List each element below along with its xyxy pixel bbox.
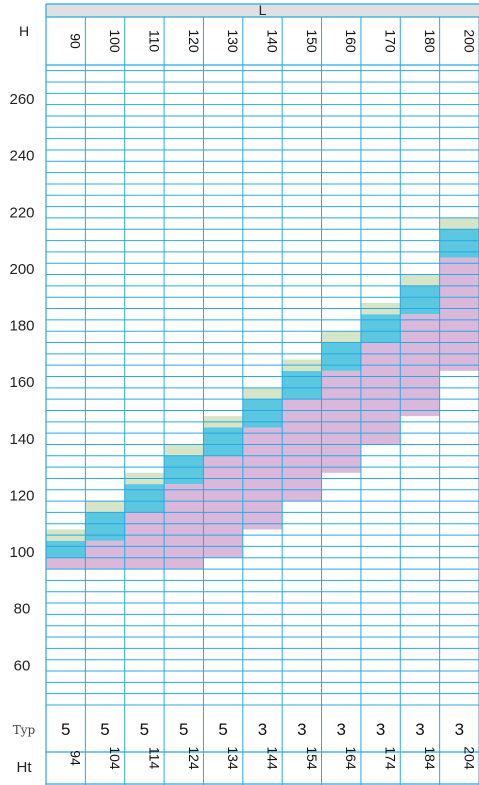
ht-value: 124 [186, 746, 202, 770]
top-header-band [46, 4, 479, 17]
column-label: 200 [461, 29, 477, 53]
band-cyan-120 [164, 455, 204, 485]
band-pink-130 [203, 455, 243, 558]
typ-value: 3 [258, 720, 267, 739]
ht-value: 154 [304, 746, 320, 770]
typ-row-label: Typ [13, 723, 36, 737]
band-cap-100 [85, 501, 125, 513]
column-label: 130 [225, 29, 241, 53]
top-label-l: L [259, 2, 267, 18]
typ-value: 3 [455, 720, 464, 739]
band-cyan-100 [85, 512, 125, 541]
y-tick-label: 220 [9, 204, 34, 221]
ht-value: 164 [343, 746, 359, 770]
band-cyan-180 [400, 285, 440, 315]
y-tick-label: 140 [9, 431, 34, 448]
column-label: 150 [304, 29, 320, 53]
y-tick-label: 120 [9, 487, 34, 504]
band-cyan-130 [203, 427, 243, 456]
typ-value: 5 [100, 720, 109, 739]
ht-value: 104 [107, 746, 123, 770]
band-cap-120 [164, 444, 204, 456]
band-pink-150 [282, 399, 322, 502]
column-label: 170 [383, 29, 399, 53]
ht-value: 184 [422, 746, 438, 770]
typ-value: 3 [376, 720, 385, 739]
y-tick-label: 160 [9, 374, 34, 391]
y-tick-label: 180 [9, 318, 34, 335]
typ-value: 3 [297, 720, 306, 739]
y-tick-label: 80 [14, 601, 31, 618]
column-label: 90 [68, 33, 84, 49]
band-pink-120 [164, 484, 204, 570]
y-tick-label: 240 [9, 148, 34, 165]
ht-value: 204 [461, 746, 477, 770]
band-pink-110 [124, 512, 165, 570]
ht-row-label: Ht [17, 759, 33, 776]
ht-value: 114 [146, 747, 162, 770]
band-cyan-90 [46, 540, 86, 558]
band-cyan-160 [321, 342, 361, 371]
y-tick-label: 260 [9, 91, 34, 108]
ht-value: 134 [225, 746, 241, 770]
band-cyan-140 [242, 399, 283, 428]
band-cyan-150 [282, 370, 322, 400]
band-pink-90 [46, 557, 86, 570]
ht-value: 174 [383, 746, 399, 770]
column-label: 160 [343, 29, 359, 53]
band-cyan-170 [360, 314, 401, 343]
typ-value: 5 [140, 720, 149, 739]
corner-label-h: H [19, 23, 29, 39]
column-label: 100 [107, 29, 123, 53]
band-pink-100 [85, 540, 125, 570]
band-pink-200 [439, 257, 479, 371]
column-label: 110 [146, 30, 162, 53]
y-tick-label: 100 [9, 544, 34, 561]
band-cap-140 [242, 387, 283, 400]
column-label: 120 [186, 29, 202, 53]
ht-value: 94 [68, 750, 84, 766]
band-pink-170 [360, 342, 401, 445]
typ-value: 5 [61, 720, 70, 739]
typ-value: 5 [179, 720, 188, 739]
y-tick-label: 200 [9, 261, 34, 278]
typ-value: 3 [415, 720, 424, 739]
column-label: 140 [265, 29, 281, 53]
band-cyan-200 [439, 229, 479, 258]
band-cyan-110 [124, 484, 165, 513]
band-cap-200 [439, 217, 479, 230]
ht-value: 144 [265, 746, 281, 770]
band-cap-160 [321, 331, 361, 343]
y-tick-label: 60 [14, 657, 31, 674]
band-cap-180 [400, 274, 440, 286]
column-label: 180 [422, 29, 438, 53]
typ-value: 5 [218, 720, 227, 739]
typ-value: 3 [336, 720, 345, 739]
